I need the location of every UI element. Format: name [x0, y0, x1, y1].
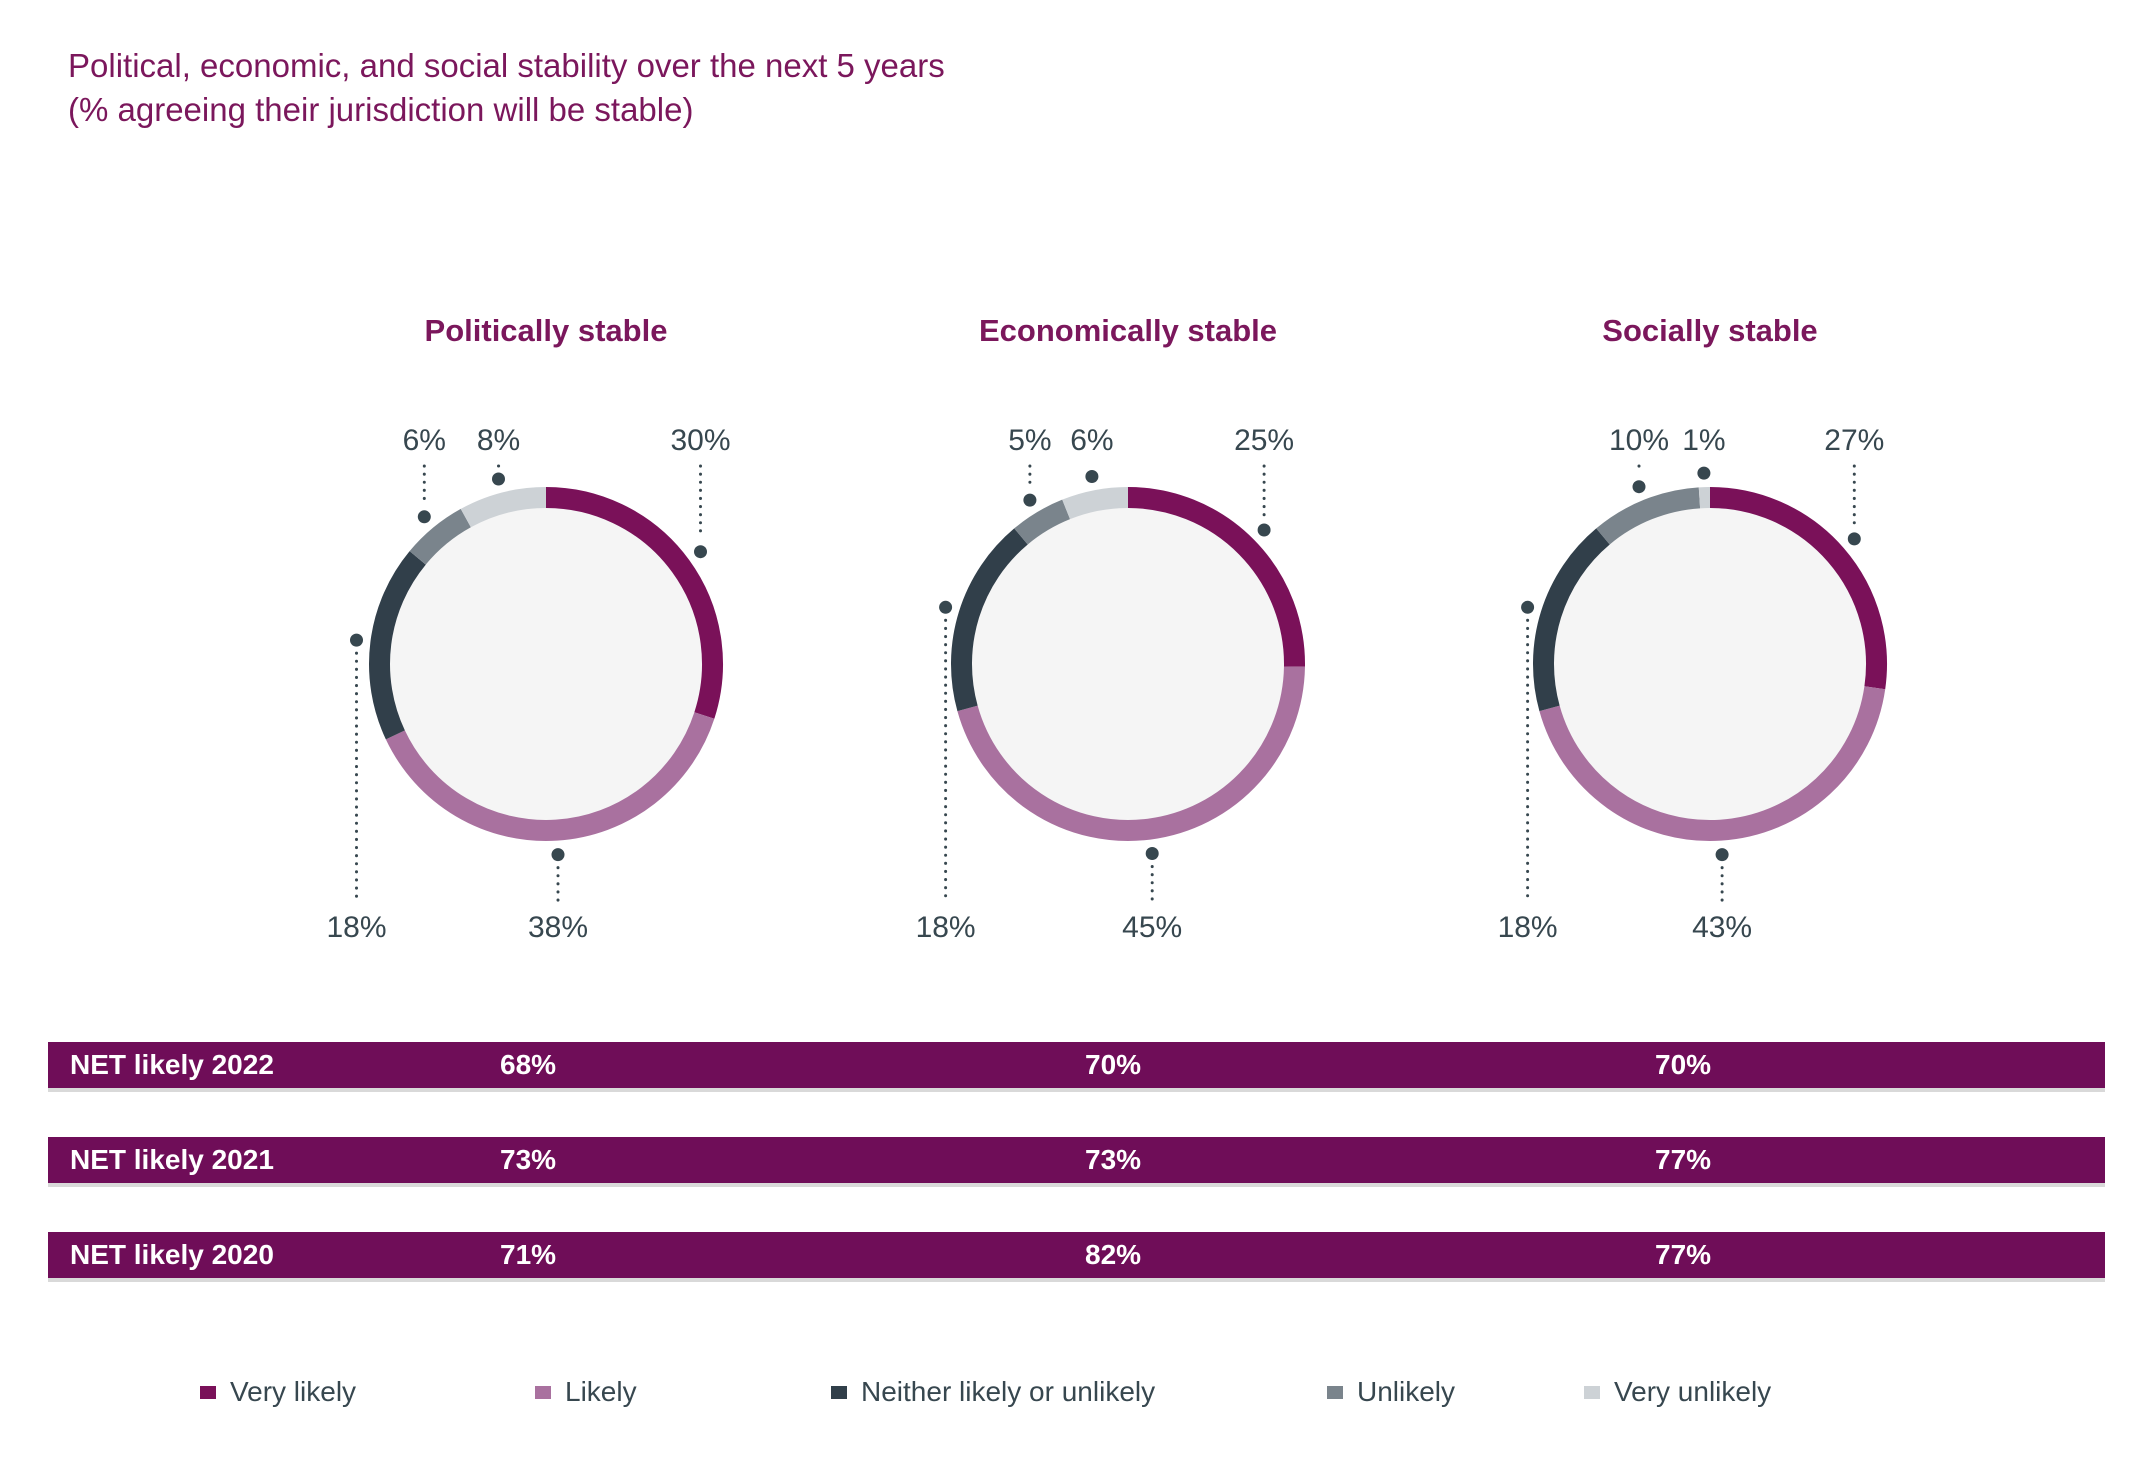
leader-dot	[417, 510, 431, 524]
net-value-economic: 82%	[1085, 1239, 1142, 1270]
legend-item-unlikely: Unlikely	[1327, 1372, 1455, 1412]
net-likely-2020-bar: NET likely 2020 71% 82% 77%	[48, 1232, 2105, 1282]
net-value-political: 68%	[500, 1049, 557, 1080]
segment-value-label: 18%	[326, 911, 386, 944]
segment-value-label: 8%	[477, 424, 520, 457]
segment-likely	[385, 712, 715, 841]
net-row-label: NET likely 2021	[70, 1144, 274, 1175]
donut-socially-stable: Socially stable 27% 43% 18% 10% 1%	[1498, 313, 1887, 944]
net-row-label: NET likely 2020	[70, 1239, 274, 1270]
segment-very-unlikely	[460, 487, 547, 528]
leader-dot	[1847, 532, 1861, 546]
segment-unlikely	[409, 508, 472, 565]
legend-label: Very unlikely	[1614, 1376, 1772, 1407]
segment-value-label: 18%	[1498, 911, 1558, 944]
donut-inner-circle	[1552, 506, 1868, 822]
net-value-economic: 73%	[1085, 1144, 1142, 1175]
donut-title: Socially stable	[1602, 313, 1817, 348]
net-value-political: 71%	[500, 1239, 557, 1270]
segment-likely	[957, 666, 1305, 841]
legend-swatch-neither	[831, 1385, 847, 1399]
leader-dot	[1715, 848, 1729, 862]
segment-value-label: 6%	[1070, 424, 1113, 457]
net-value-social: 77%	[1655, 1239, 1712, 1270]
segment-value-label: 18%	[916, 911, 976, 944]
segment-likely	[1539, 686, 1886, 841]
leader-dot	[694, 545, 707, 559]
net-value-political: 73%	[500, 1144, 557, 1175]
net-likely-2021-bar: NET likely 2021 73% 73% 77%	[48, 1137, 2105, 1187]
segment-value-label: 5%	[1008, 424, 1051, 457]
donut-title: Economically stable	[979, 313, 1277, 348]
legend-item-very-unlikely: Very unlikely	[1584, 1372, 1771, 1412]
segment-neither-likely-or-unlikely	[369, 551, 426, 740]
page-title: Political, economic, and social stabilit…	[68, 44, 945, 132]
segment-value-label: 45%	[1122, 911, 1182, 944]
leader-dot	[1257, 523, 1271, 537]
segment-value-label: 27%	[1824, 424, 1884, 457]
page-title-line2: (% agreeing their jurisdiction will be s…	[68, 91, 694, 128]
legend-item-neither: Neither likely or unlikely	[831, 1372, 1155, 1412]
legend-swatch-very-unlikely	[1584, 1385, 1600, 1399]
segment-unlikely	[1014, 499, 1071, 545]
page-title-line1: Political, economic, and social stabilit…	[68, 47, 945, 84]
legend-label: Likely	[565, 1376, 637, 1407]
leader-dot	[1023, 493, 1037, 507]
segment-unlikely	[1596, 487, 1701, 545]
legend-label: Neither likely or unlikely	[861, 1376, 1156, 1407]
donut-economically-stable: Economically stable 25% 45% 18% 5% 6%	[916, 313, 1305, 944]
segment-value-label: 10%	[1609, 424, 1669, 457]
leader-dot	[1697, 466, 1711, 480]
segment-value-label: 30%	[670, 424, 730, 457]
leader-dot	[1085, 470, 1099, 483]
segment-value-label: 6%	[403, 424, 446, 457]
leader-dot	[939, 600, 953, 614]
segment-value-label: 25%	[1234, 424, 1294, 457]
donut-title: Politically stable	[425, 313, 668, 348]
net-value-social: 70%	[1655, 1049, 1712, 1080]
segment-value-label: 38%	[528, 911, 588, 944]
net-value-economic: 70%	[1085, 1049, 1142, 1080]
donut-inner-circle	[388, 506, 704, 822]
legend-item-very-likely: Very likely	[200, 1372, 356, 1412]
donut-inner-circle	[970, 506, 1286, 822]
leader-dot	[350, 633, 363, 647]
net-row-label: NET likely 2022	[70, 1049, 274, 1080]
segment-value-label: 43%	[1692, 911, 1752, 944]
legend-label: Unlikely	[1357, 1376, 1456, 1407]
legend-swatch-likely	[535, 1385, 551, 1399]
leader-dot	[1632, 480, 1646, 494]
donut-politically-stable: Politically stable 30% 38% 18% 6% 8%	[326, 313, 730, 944]
segment-neither-likely-or-unlikely	[951, 528, 1028, 712]
segment-very-likely	[1127, 487, 1305, 667]
segment-very-likely	[1709, 487, 1887, 690]
segment-very-likely	[545, 487, 723, 719]
leader-dot	[551, 848, 565, 862]
leader-dot	[1521, 600, 1535, 614]
segment-very-unlikely	[1062, 487, 1129, 520]
legend-swatch-unlikely	[1327, 1385, 1343, 1399]
net-likely-2022-bar: NET likely 2022 68% 70% 70%	[48, 1042, 2105, 1092]
leader-dot	[1145, 847, 1159, 860]
legend-item-likely: Likely	[535, 1372, 637, 1412]
legend-label: Very likely	[230, 1376, 357, 1407]
net-value-social: 77%	[1655, 1144, 1712, 1175]
leader-dot	[492, 472, 505, 486]
segment-neither-likely-or-unlikely	[1533, 528, 1610, 712]
legend-swatch-very-likely	[200, 1385, 216, 1399]
segment-value-label: 1%	[1682, 424, 1725, 457]
